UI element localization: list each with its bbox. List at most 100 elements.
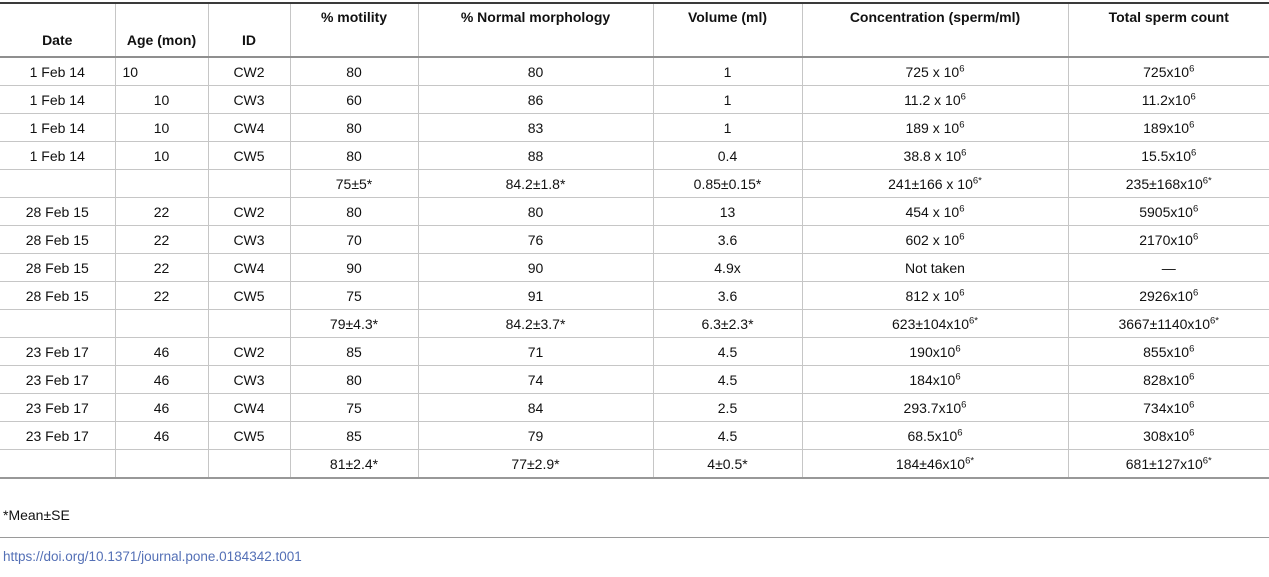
- table-cell: 79±4.3*: [290, 309, 419, 338]
- table-cell: CW5: [208, 141, 291, 170]
- table-cell: 0.85±0.15*: [653, 169, 803, 198]
- table-cell: 80: [290, 113, 419, 142]
- table-cell: 74: [418, 365, 654, 394]
- table-cell: 46: [115, 337, 209, 366]
- table-cell: 10: [115, 85, 209, 114]
- table-row: 1 Feb 14 10 CW3 60 86 1 11.2 x 106 11.2x106: [0, 85, 1269, 114]
- table-cell: 4.5: [653, 421, 803, 450]
- table-cell: 23 Feb 17: [0, 393, 116, 422]
- table-cell: 80: [290, 197, 419, 226]
- table-cell: 184±46x106*: [802, 449, 1069, 478]
- column-header: Age (mon): [115, 3, 209, 58]
- column-header: % Normal morphology: [418, 3, 654, 58]
- table-cell: 1 Feb 14: [0, 113, 116, 142]
- table-cell: 68.5x106: [802, 421, 1069, 450]
- table-cell: 90: [290, 253, 419, 282]
- table-cell: [0, 169, 116, 198]
- table-row: 28 Feb 15 22 CW5 75 91 3.6 812 x 106 2926x106: [0, 281, 1269, 310]
- summary-row: 79±4.3* 84.2±3.7* 6.3±2.3* 623±104x106* 3667…: [0, 309, 1269, 338]
- table-cell: 5905x106: [1068, 197, 1269, 226]
- table-cell: 80: [418, 197, 654, 226]
- table-cell: 22: [115, 281, 209, 310]
- table-cell: 80: [290, 141, 419, 170]
- table-cell: 23 Feb 17: [0, 365, 116, 394]
- table-row: 23 Feb 17 46 CW3 80 74 4.5 184x106 828x106: [0, 365, 1269, 394]
- table-cell: 725 x 106: [802, 57, 1069, 86]
- table-cell: 90: [418, 253, 654, 282]
- table-cell: 23 Feb 17: [0, 337, 116, 366]
- table-cell: 85: [290, 421, 419, 450]
- table-cell: CW2: [208, 337, 291, 366]
- table-cell: CW3: [208, 365, 291, 394]
- table-cell: [0, 309, 116, 338]
- table-row: 28 Feb 15 22 CW4 90 90 4.9x Not taken —: [0, 253, 1269, 282]
- table-cell: 15.5x106: [1068, 141, 1269, 170]
- table-cell: 828x106: [1068, 365, 1269, 394]
- table-cell: 88: [418, 141, 654, 170]
- table-cell: CW3: [208, 85, 291, 114]
- table-cell: CW4: [208, 393, 291, 422]
- table-cell: [208, 309, 291, 338]
- table-cell: 85: [290, 337, 419, 366]
- summary-row: 75±5* 84.2±1.8* 0.85±0.15* 241±166 x 106* 23…: [0, 169, 1269, 198]
- table-cell: [115, 449, 209, 478]
- table-cell: CW3: [208, 225, 291, 254]
- table-cell: 81±2.4*: [290, 449, 419, 478]
- column-header: Volume (ml): [653, 3, 803, 58]
- table-cell: 1: [653, 85, 803, 114]
- table-row: 1 Feb 14 10 CW5 80 88 0.4 38.8 x 106 15.5x106: [0, 141, 1269, 170]
- summary-row: 81±2.4* 77±2.9* 4±0.5* 184±46x106* 681±127x1…: [0, 449, 1269, 478]
- table-row: 23 Feb 17 46 CW2 85 71 4.5 190x106 855x106: [0, 337, 1269, 366]
- table-cell: 308x106: [1068, 421, 1269, 450]
- table-row: 23 Feb 17 46 CW4 75 84 2.5 293.7x106 734x106: [0, 393, 1269, 422]
- table-cell: 293.7x106: [802, 393, 1069, 422]
- table-cell: 10: [115, 57, 209, 86]
- table-cell: 6.3±2.3*: [653, 309, 803, 338]
- table-cell: 76: [418, 225, 654, 254]
- footnote: *Mean±SE: [3, 507, 70, 523]
- table-cell: 855x106: [1068, 337, 1269, 366]
- table-row: 28 Feb 15 22 CW2 80 80 13 454 x 106 5905x106: [0, 197, 1269, 226]
- table-cell: 23 Feb 17: [0, 421, 116, 450]
- table-cell: Not taken: [802, 253, 1069, 282]
- table-cell: 602 x 106: [802, 225, 1069, 254]
- table-cell: 38.8 x 106: [802, 141, 1069, 170]
- table-cell: 1 Feb 14: [0, 85, 116, 114]
- table-cell: 11.2 x 106: [802, 85, 1069, 114]
- table-cell: CW5: [208, 281, 291, 310]
- table-cell: 190x106: [802, 337, 1069, 366]
- column-header: Total sperm count: [1068, 3, 1269, 58]
- table-cell: 75: [290, 393, 419, 422]
- table-cell: 70: [290, 225, 419, 254]
- table-cell: 22: [115, 197, 209, 226]
- table-cell: 80: [418, 57, 654, 86]
- footnote-divider: [0, 537, 1269, 538]
- table-cell: 28 Feb 15: [0, 281, 116, 310]
- table-cell: 3.6: [653, 225, 803, 254]
- table-cell: 10: [115, 113, 209, 142]
- table-cell: 28 Feb 15: [0, 253, 116, 282]
- table-cell: 4.9x: [653, 253, 803, 282]
- table-cell: 454 x 106: [802, 197, 1069, 226]
- table-cell: [208, 449, 291, 478]
- table-row: 1 Feb 14 10 CW2 80 80 1 725 x 106 725x106: [0, 57, 1269, 86]
- table-cell: 91: [418, 281, 654, 310]
- table-cell: —: [1068, 253, 1269, 282]
- table-cell: 28 Feb 15: [0, 225, 116, 254]
- table-cell: 84.2±3.7*: [418, 309, 654, 338]
- table-cell: [208, 169, 291, 198]
- table-cell: 2.5: [653, 393, 803, 422]
- table-cell: 0.4: [653, 141, 803, 170]
- doi-link[interactable]: https://doi.org/10.1371/journal.pone.018…: [3, 549, 302, 564]
- table-cell: 75±5*: [290, 169, 419, 198]
- table-cell: CW2: [208, 57, 291, 86]
- table-cell: 734x106: [1068, 393, 1269, 422]
- table-cell: 10: [115, 141, 209, 170]
- table-cell: CW4: [208, 253, 291, 282]
- table-cell: 2170x106: [1068, 225, 1269, 254]
- table-cell: CW4: [208, 113, 291, 142]
- table-cell: 235±168x106*: [1068, 169, 1269, 198]
- table-cell: [115, 169, 209, 198]
- table-cell: 13: [653, 197, 803, 226]
